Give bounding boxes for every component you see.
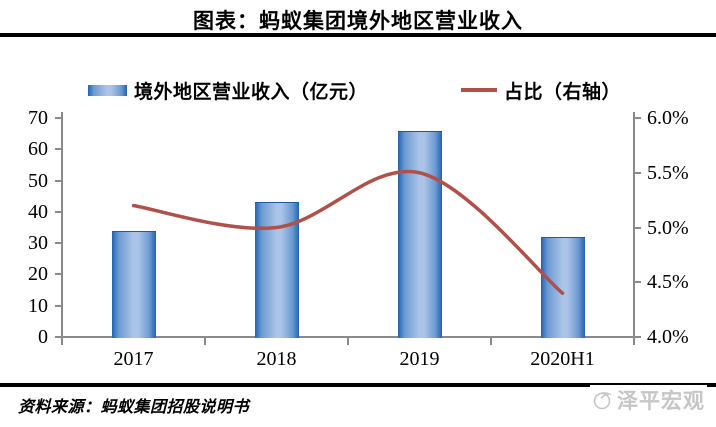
right-axis-tick-label: 5.5% [647,161,689,184]
bottom-divider [0,383,716,387]
watermark-logo-icon [593,392,612,410]
left-axis-tick [55,179,61,182]
left-axis-tick-label: 30 [28,232,48,255]
line-series-swatch-icon [461,88,497,92]
x-axis-category-label: 2020H1 [530,348,595,370]
right-axis-tick-label: 5.0% [647,216,689,239]
x-axis-tick [204,338,206,345]
x-axis-line [55,336,641,338]
x-axis-tick [347,338,349,345]
left-axis-tick-label: 50 [28,169,48,192]
legend-item-revenue: 境外地区营业收入（亿元） [88,78,369,103]
right-axis-tick-label: 4.5% [647,271,689,294]
revenue-bar [397,130,442,338]
right-axis-tick [635,281,641,284]
watermark-text: 泽平宏观 [617,389,705,413]
left-axis-tick-label: 10 [28,294,48,317]
legend-item-share: 占比（右轴） [461,78,622,103]
legend-label-share: 占比（右轴） [504,81,622,103]
revenue-bar [540,236,585,338]
right-axis-tick [635,117,641,119]
source-note: 资料来源：蚂蚁集团招股说明书 [18,399,250,416]
x-axis-tick [490,338,492,345]
left-axis-tick-label: 70 [28,107,48,129]
x-axis-tick [61,338,63,345]
revenue-bar [111,230,156,338]
watermark: 泽平宏观 [590,385,707,415]
x-axis-category-label: 2017 [113,348,154,370]
left-axis-tick [55,117,61,119]
right-axis-tick [635,336,641,338]
legend-label-revenue: 境外地区营业收入（亿元） [134,81,369,103]
top-divider [0,33,716,37]
bar-series-swatch-icon [88,84,127,96]
right-axis-tick-label: 4.0% [647,326,689,348]
revenue-bar [254,202,299,338]
x-axis-tick [633,338,635,345]
left-axis-line [61,112,63,338]
left-axis-tick [55,210,61,213]
left-axis-tick [55,273,61,276]
left-axis-tick [55,336,61,338]
right-axis-tick [635,171,641,174]
left-axis-tick [55,304,61,307]
left-axis-tick-label: 40 [28,200,48,223]
figure-title: 图表：蚂蚁集团境外地区营业收入 [193,9,523,33]
right-axis-tick [635,226,641,229]
left-axis-tick [55,242,61,245]
right-axis-line [633,112,635,338]
x-axis-category-label: 2019 [399,348,440,370]
left-axis-tick-label: 60 [28,138,48,161]
right-axis-tick-label: 6.0% [647,107,689,129]
share-line-path [131,169,565,295]
left-axis-tick-label: 20 [28,263,48,286]
left-axis-tick [55,148,61,151]
x-axis-category-label: 2018 [256,348,297,370]
left-axis-tick-label: 0 [38,326,48,348]
